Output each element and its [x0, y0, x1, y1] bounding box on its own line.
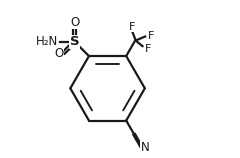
Text: F: F	[148, 31, 154, 41]
Text: O: O	[70, 16, 79, 29]
Text: O: O	[54, 47, 64, 60]
Text: F: F	[129, 22, 135, 32]
Text: S: S	[70, 35, 79, 48]
Text: N: N	[141, 141, 150, 154]
Text: H₂N: H₂N	[36, 35, 58, 48]
Text: F: F	[144, 44, 151, 54]
